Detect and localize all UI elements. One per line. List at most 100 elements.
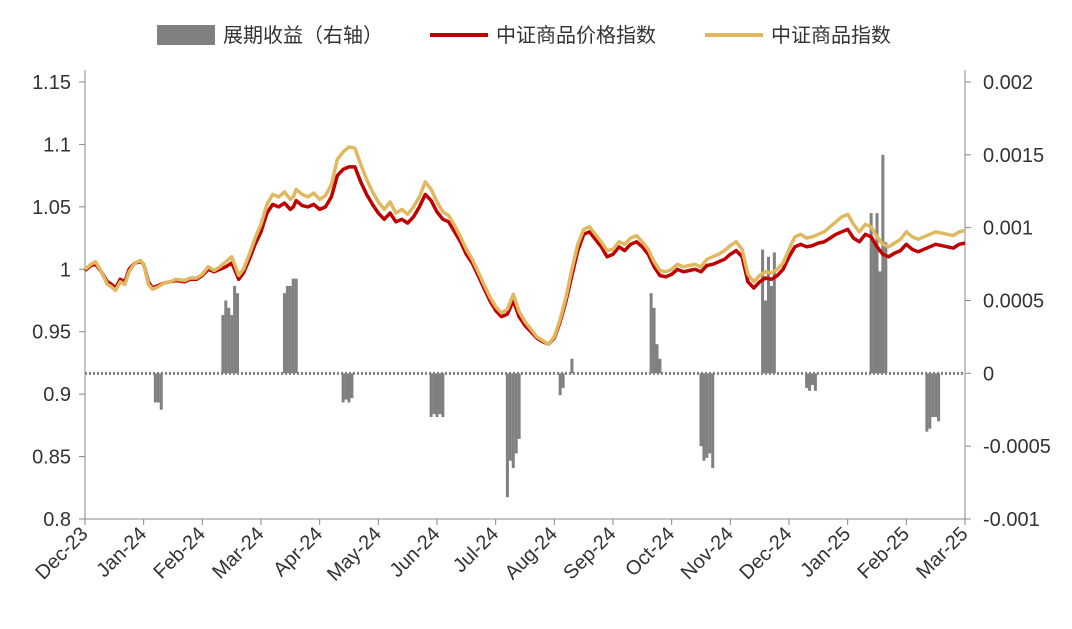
- legend-label: 中证商品价格指数: [496, 23, 656, 47]
- roll-yield-bar: [658, 358, 662, 374]
- index-lines: [83, 145, 966, 346]
- roll-yield-bar: [764, 300, 768, 374]
- roll-yield-bar: [511, 373, 515, 469]
- roll-yield-bar: [881, 154, 885, 374]
- roll-yield-bar: [508, 373, 512, 461]
- roll-yield-bar: [291, 278, 295, 374]
- x-tick-label: Jan-24: [92, 523, 151, 582]
- legend-swatch-bar: [157, 25, 215, 45]
- roll-yield-bar: [227, 307, 231, 374]
- roll-yield-bar: [808, 373, 812, 391]
- roll-yield-bar: [558, 373, 562, 396]
- roll-yield-bar: [708, 373, 712, 454]
- x-tick-label: Mar-25: [912, 523, 972, 583]
- roll-yield-bar: [159, 373, 163, 410]
- roll-yield-bar: [282, 293, 286, 374]
- left-tick-label: 0.85: [32, 447, 71, 469]
- left-tick-label: 1.05: [32, 197, 71, 219]
- roll-yield-bar: [505, 373, 509, 498]
- roll-yield-bar: [928, 373, 932, 429]
- roll-yield-bar: [285, 285, 289, 374]
- roll-yield-bar: [937, 373, 941, 422]
- roll-yield-bar: [153, 373, 157, 403]
- roll-yield-bar: [156, 373, 160, 403]
- roll-yield-bar: [934, 373, 938, 418]
- x-tick-label: Oct-24: [621, 523, 679, 581]
- roll-yield-bar: [438, 373, 442, 415]
- left-tick-label: 0.9: [43, 384, 71, 406]
- roll-yield-bar: [570, 358, 574, 374]
- roll-yield-bar: [341, 373, 345, 403]
- roll-yield-bar: [655, 344, 659, 374]
- x-tick-label: Apr-24: [269, 523, 327, 581]
- roll-yield-bar: [652, 307, 656, 374]
- series-line: [83, 165, 966, 346]
- x-tick-label: Jul-24: [449, 523, 503, 577]
- roll-yield-bar: [705, 373, 709, 458]
- roll-yield-bar: [805, 373, 809, 388]
- right-tick-label: -0.001: [983, 509, 1040, 531]
- roll-yield-bar: [288, 285, 292, 374]
- legend-label: 展期收益（右轴）: [223, 23, 383, 47]
- roll-yield-bar: [432, 373, 436, 415]
- series-line: [83, 145, 966, 346]
- roll-yield-bar: [350, 373, 354, 399]
- roll-yield-bar: [884, 242, 888, 374]
- roll-yield-bar: [344, 373, 348, 400]
- left-tick-label: 0.95: [32, 322, 71, 344]
- x-tick-label: Nov-24: [677, 523, 738, 584]
- roll-yield-bar: [878, 271, 882, 374]
- roll-yield-bar: [772, 252, 776, 374]
- left-tick-label: 1.15: [32, 72, 71, 94]
- roll-yield-bar: [435, 373, 439, 418]
- x-tick-label: Sep-24: [559, 523, 620, 584]
- roll-yield-bar: [441, 373, 445, 418]
- roll-yield-bar: [925, 373, 929, 432]
- tick-labels: 0.8 0.85 0.9 0.95 1 1.05 1.1 1.15 -0.001 -0.0005 0…: [31, 72, 1050, 586]
- roll-yield-bar: [294, 278, 298, 374]
- roll-yield-bar: [224, 300, 228, 374]
- x-tick-label: Jan-25: [796, 523, 855, 582]
- roll-yield-bar: [702, 373, 706, 461]
- roll-yield-bar: [221, 315, 225, 374]
- right-tick-label: 0.0005: [983, 291, 1044, 313]
- x-tick-label: Dec-23: [31, 523, 92, 584]
- roll-yield-bar: [514, 373, 518, 454]
- legend: 展期收益（右轴） 中证商品价格指数 中证商品指数: [157, 23, 891, 47]
- roll-yield-bar: [347, 373, 351, 403]
- x-tick-label: Aug-24: [501, 523, 562, 584]
- x-tick-label: May-24: [323, 523, 386, 586]
- roll-yield-bar: [517, 373, 521, 439]
- roll-yield-bar: [875, 213, 879, 374]
- right-tick-label: 0.002: [983, 72, 1033, 94]
- roll-yield-bar: [233, 285, 237, 374]
- x-tick-label: Mar-24: [208, 523, 268, 583]
- x-tick-label: Jun-24: [386, 523, 445, 582]
- roll-yield-bar: [766, 256, 770, 374]
- roll-yield-bar: [869, 213, 873, 374]
- roll-yield-bar: [761, 249, 765, 374]
- roll-yield-bar: [711, 373, 715, 469]
- legend-label: 中证商品指数: [771, 23, 891, 47]
- roll-yield-bar: [872, 242, 876, 374]
- x-tick-label: Feb-25: [853, 523, 913, 583]
- right-tick-label: 0: [983, 363, 994, 385]
- roll-yield-bars: [85, 154, 965, 498]
- x-tick-label: Feb-24: [149, 523, 209, 583]
- roll-yield-bar: [813, 373, 817, 391]
- roll-yield-bar: [230, 315, 234, 374]
- roll-yield-bar: [699, 373, 703, 447]
- roll-yield-bar: [561, 373, 565, 388]
- x-tick-label: Dec-24: [735, 523, 796, 584]
- left-tick-label: 1.1: [43, 134, 71, 156]
- right-tick-label: -0.0005: [983, 436, 1051, 458]
- right-tick-label: 0.001: [983, 218, 1033, 240]
- right-tick-label: 0.0015: [983, 145, 1044, 167]
- left-tick-label: 1: [60, 259, 71, 281]
- left-tick-label: 0.8: [43, 509, 71, 531]
- roll-yield-bar: [649, 293, 653, 374]
- roll-yield-bar: [769, 285, 773, 374]
- roll-yield-bar: [810, 373, 814, 385]
- roll-yield-bar: [429, 373, 433, 418]
